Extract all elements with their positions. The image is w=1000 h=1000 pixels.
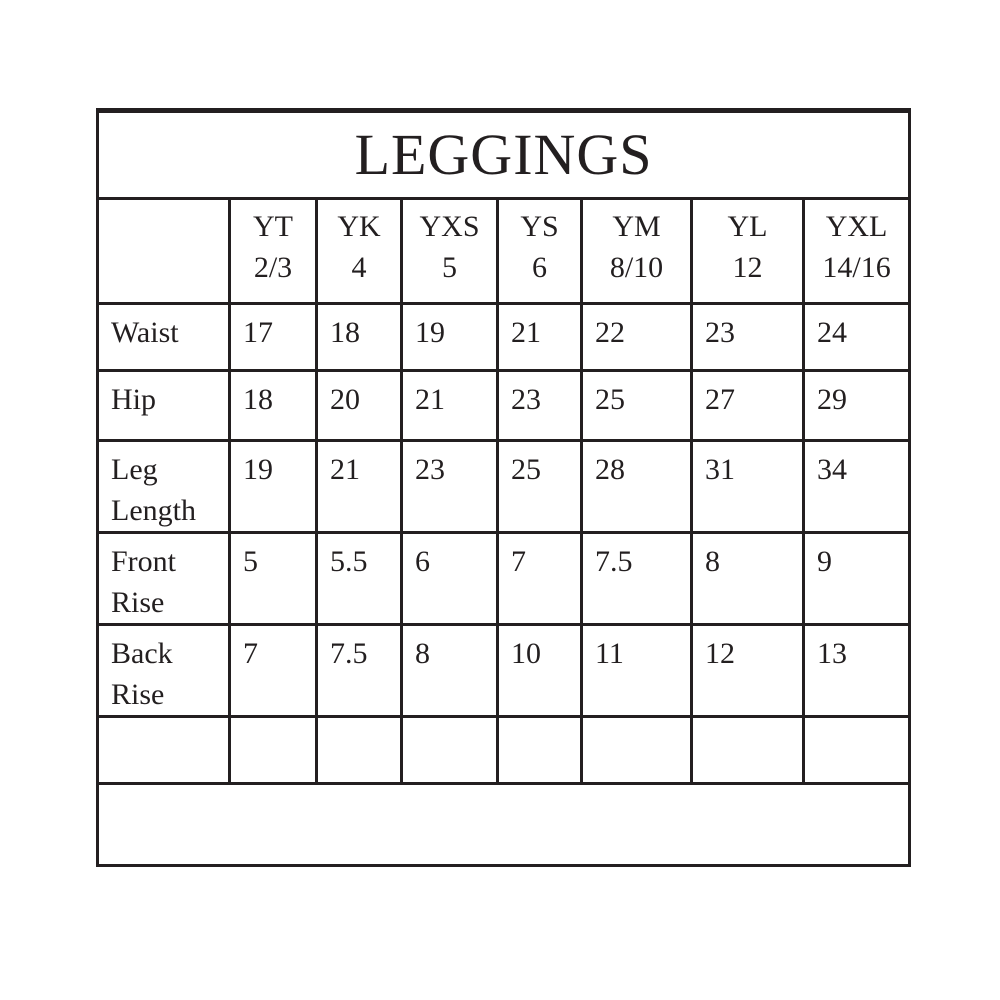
row-label-line: Leg bbox=[111, 453, 158, 486]
row-label: Back Rise bbox=[96, 623, 231, 718]
measurement-cell: 7 bbox=[496, 531, 583, 626]
table-row: Back Rise 7 7.5 8 10 11 12 13 bbox=[96, 623, 912, 718]
size-range: 8/10 bbox=[609, 251, 664, 284]
size-chart-table: LEGGINGS YT 2/3 YK 4 YXS 5 YS 6 YM 8/10 YL 12 YXL 14/… bbox=[95, 108, 912, 867]
empty-cell bbox=[400, 715, 499, 785]
size-range: 12 bbox=[732, 251, 763, 284]
empty-corner-cell bbox=[96, 197, 231, 305]
row-label-line: Back bbox=[111, 637, 173, 670]
size-range: 2/3 bbox=[253, 251, 293, 284]
measurement-cell: 27 bbox=[690, 369, 805, 442]
measurement-cell: 11 bbox=[580, 623, 693, 718]
measurement-cell: 21 bbox=[400, 369, 499, 442]
row-label: Hip bbox=[96, 369, 231, 442]
empty-cell bbox=[496, 715, 583, 785]
table-row: Leg Length 19 21 23 25 28 31 34 bbox=[96, 439, 912, 534]
size-header-cell: YXL 14/16 bbox=[801, 197, 912, 305]
size-header-cell: YL 12 bbox=[690, 197, 805, 305]
size-code: YM bbox=[612, 210, 661, 243]
empty-cell bbox=[580, 715, 693, 785]
table-row: Front Rise 5 5.5 6 7 7.5 8 9 bbox=[96, 531, 912, 626]
size-header-cell: YM 8/10 bbox=[580, 197, 693, 305]
table-row: Waist 17 18 19 21 22 23 24 bbox=[96, 302, 912, 372]
size-header-cell: YS 6 bbox=[496, 197, 583, 305]
measurement-cell: 25 bbox=[580, 369, 693, 442]
measurement-cell: 24 bbox=[801, 302, 912, 372]
measurement-cell: 8 bbox=[400, 623, 499, 718]
row-label-line: Rise bbox=[111, 586, 165, 619]
size-code: YXL bbox=[825, 210, 888, 243]
empty-cell bbox=[801, 715, 912, 785]
row-label: Waist bbox=[96, 302, 231, 372]
measurement-cell: 25 bbox=[496, 439, 583, 534]
measurement-cell: 29 bbox=[801, 369, 912, 442]
measurement-cell: 28 bbox=[580, 439, 693, 534]
empty-cell bbox=[315, 715, 403, 785]
measurement-cell: 18 bbox=[315, 302, 403, 372]
row-label-line: Front bbox=[111, 545, 177, 578]
empty-cell bbox=[690, 715, 805, 785]
measurement-cell: 22 bbox=[580, 302, 693, 372]
footer-cell bbox=[95, 782, 912, 867]
measurement-cell: 31 bbox=[690, 439, 805, 534]
measurement-cell: 18 bbox=[228, 369, 318, 442]
row-label: Front Rise bbox=[96, 531, 231, 626]
measurement-cell: 23 bbox=[690, 302, 805, 372]
size-code: YK bbox=[337, 210, 381, 243]
measurement-cell: 23 bbox=[400, 439, 499, 534]
measurement-cell: 21 bbox=[496, 302, 583, 372]
measurement-cell: 23 bbox=[496, 369, 583, 442]
measurement-cell: 5.5 bbox=[315, 531, 403, 626]
size-range: 5 bbox=[442, 251, 457, 284]
measurement-cell: 10 bbox=[496, 623, 583, 718]
measurement-cell: 21 bbox=[315, 439, 403, 534]
empty-cell bbox=[228, 715, 318, 785]
measurement-cell: 13 bbox=[801, 623, 912, 718]
row-label-line: Rise bbox=[111, 678, 165, 711]
size-header-cell: YT 2/3 bbox=[228, 197, 318, 305]
measurement-cell: 20 bbox=[315, 369, 403, 442]
header-row: YT 2/3 YK 4 YXS 5 YS 6 YM 8/10 YL 12 YXL 14/16 bbox=[96, 197, 912, 305]
size-code: YL bbox=[727, 210, 768, 243]
size-range: 14/16 bbox=[822, 251, 891, 284]
measurement-cell: 6 bbox=[400, 531, 499, 626]
size-header-cell: YXS 5 bbox=[400, 197, 499, 305]
measurement-cell: 34 bbox=[801, 439, 912, 534]
size-code: YXS bbox=[419, 210, 480, 243]
row-label-line: Length bbox=[111, 494, 196, 527]
empty-cell bbox=[96, 715, 231, 785]
measurement-cell: 19 bbox=[228, 439, 318, 534]
measurement-cell: 9 bbox=[801, 531, 912, 626]
empty-row bbox=[96, 715, 912, 785]
size-header-cell: YK 4 bbox=[315, 197, 403, 305]
measurement-cell: 12 bbox=[690, 623, 805, 718]
measurement-cell: 5 bbox=[228, 531, 318, 626]
row-label: Leg Length bbox=[96, 439, 231, 534]
measurement-cell: 7.5 bbox=[580, 531, 693, 626]
size-range: 4 bbox=[351, 251, 367, 284]
chart-title: LEGGINGS bbox=[95, 109, 912, 200]
measurement-cell: 7.5 bbox=[315, 623, 403, 718]
row-label-line: Waist bbox=[111, 316, 179, 349]
size-code: YS bbox=[520, 210, 559, 243]
size-code: YT bbox=[253, 210, 293, 243]
row-label-line: Hip bbox=[111, 383, 156, 416]
table-row: Hip 18 20 21 23 25 27 29 bbox=[96, 369, 912, 442]
measurement-cell: 8 bbox=[690, 531, 805, 626]
measurement-cell: 7 bbox=[228, 623, 318, 718]
measurement-cell: 19 bbox=[400, 302, 499, 372]
measurement-cell: 17 bbox=[228, 302, 318, 372]
size-range: 6 bbox=[532, 251, 547, 284]
footer-row bbox=[95, 782, 912, 867]
